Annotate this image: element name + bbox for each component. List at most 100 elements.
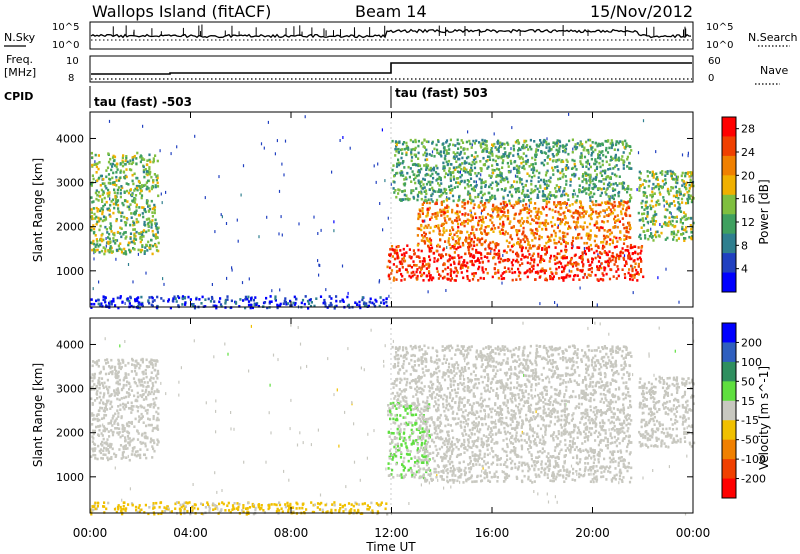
range-gate-cell (470, 253, 473, 256)
range-gate-cell (129, 232, 133, 235)
range-gate-cell (598, 150, 601, 153)
range-gate-cell (650, 199, 653, 203)
range-gate-cell (511, 263, 514, 267)
range-gate-cell (604, 236, 607, 239)
scatter-pixel (317, 232, 319, 235)
range-gate-cell (116, 203, 120, 207)
range-gate-cell (131, 357, 134, 361)
range-gate-cell (123, 407, 126, 411)
range-gate-cell (274, 299, 277, 302)
range-gate-cell (433, 257, 436, 260)
range-gate-cell (144, 368, 147, 372)
range-gate-cell (444, 206, 447, 210)
range-gate-cell (532, 219, 535, 222)
range-gate-cell (585, 246, 588, 250)
range-gate-cell (422, 271, 426, 275)
range-gate-cell (204, 305, 207, 308)
scatter-pixel (535, 410, 537, 414)
range-gate-cell (472, 240, 475, 244)
range-gate-cell (480, 145, 483, 149)
range-gate-cell (421, 212, 424, 215)
range-gate-cell (154, 185, 157, 189)
range-gate-cell (470, 166, 473, 170)
range-gate-cell (520, 217, 524, 220)
range-gate-cell (590, 212, 594, 216)
range-gate-cell (556, 261, 559, 265)
range-gate-cell (576, 221, 579, 224)
range-gate-cell (652, 217, 655, 221)
scatter-pixel (317, 428, 319, 432)
range-gate-cell (152, 359, 155, 362)
range-gate-cell (169, 306, 172, 310)
range-gate-cell (638, 189, 641, 192)
range-gate-cell (607, 214, 610, 218)
range-gate-cell (461, 266, 464, 269)
range-gate-cell (545, 202, 548, 206)
range-gate-cell (575, 261, 578, 264)
scatter-pixel (313, 215, 315, 219)
range-gate-cell (574, 253, 577, 257)
range-gate-cell (220, 305, 223, 308)
range-gate-cell (98, 428, 101, 432)
range-gate-cell (525, 206, 528, 210)
scatter-pixel (353, 422, 355, 426)
range-gate-cell (456, 212, 459, 216)
range-gate-cell (436, 270, 439, 273)
range-gate-cell (493, 252, 496, 256)
range-gate-cell (615, 236, 618, 240)
range-gate-cell (422, 153, 425, 157)
range-gate-cell (117, 210, 121, 214)
range-gate-cell (605, 146, 608, 150)
range-gate-cell (477, 221, 480, 225)
range-gate-cell (92, 360, 95, 363)
range-gate-cell (116, 380, 119, 384)
range-gate-cell (123, 221, 127, 224)
range-gate-cell (428, 153, 431, 156)
range-gate-cell (526, 216, 529, 220)
range-gate-cell (585, 192, 588, 195)
range-gate-cell (119, 295, 122, 298)
range-gate-cell (90, 241, 93, 244)
range-gate-cell (132, 221, 135, 225)
range-gate-cell (115, 369, 118, 373)
range-gate-cell (153, 205, 157, 209)
range-gate-cell (611, 143, 614, 147)
range-gate-cell (638, 186, 641, 189)
range-gate-cell (517, 219, 520, 223)
range-gate-cell (451, 236, 454, 240)
range-gate-cell (529, 197, 533, 201)
range-gate-cell (319, 295, 323, 298)
range-gate-cell (408, 255, 411, 258)
range-gate-cell (131, 438, 134, 442)
scatter-pixel (92, 287, 94, 291)
scatter-pixel (487, 387, 489, 391)
range-gate-cell (534, 154, 537, 157)
range-gate-cell (586, 276, 589, 279)
range-gate-cell (562, 238, 565, 242)
range-gate-cell (395, 245, 398, 249)
range-gate-cell (91, 364, 94, 368)
range-gate-cell (148, 246, 151, 249)
range-gate-cell (535, 169, 538, 173)
range-gate-cell (653, 192, 656, 195)
range-gate-cell (470, 198, 473, 202)
range-gate-cell (132, 447, 135, 451)
range-gate-cell (391, 255, 394, 258)
range-gate-cell (134, 194, 138, 197)
range-gate-cell (633, 259, 636, 262)
range-gate-cell (519, 148, 522, 151)
scatter-pixel (502, 254, 504, 257)
range-gate-cell (535, 232, 538, 236)
range-gate-cell (433, 147, 436, 151)
range-gate-cell (150, 439, 153, 442)
range-gate-cell (397, 141, 400, 144)
range-gate-cell (564, 175, 567, 178)
range-gate-cell (423, 164, 426, 167)
range-gate-cell (175, 300, 178, 303)
range-gate-cell (116, 422, 119, 425)
range-gate-cell (445, 160, 448, 164)
range-gate-cell (637, 246, 640, 249)
range-gate-cell (152, 427, 155, 430)
range-gate-cell (322, 301, 325, 305)
range-gate-cell (494, 272, 497, 275)
